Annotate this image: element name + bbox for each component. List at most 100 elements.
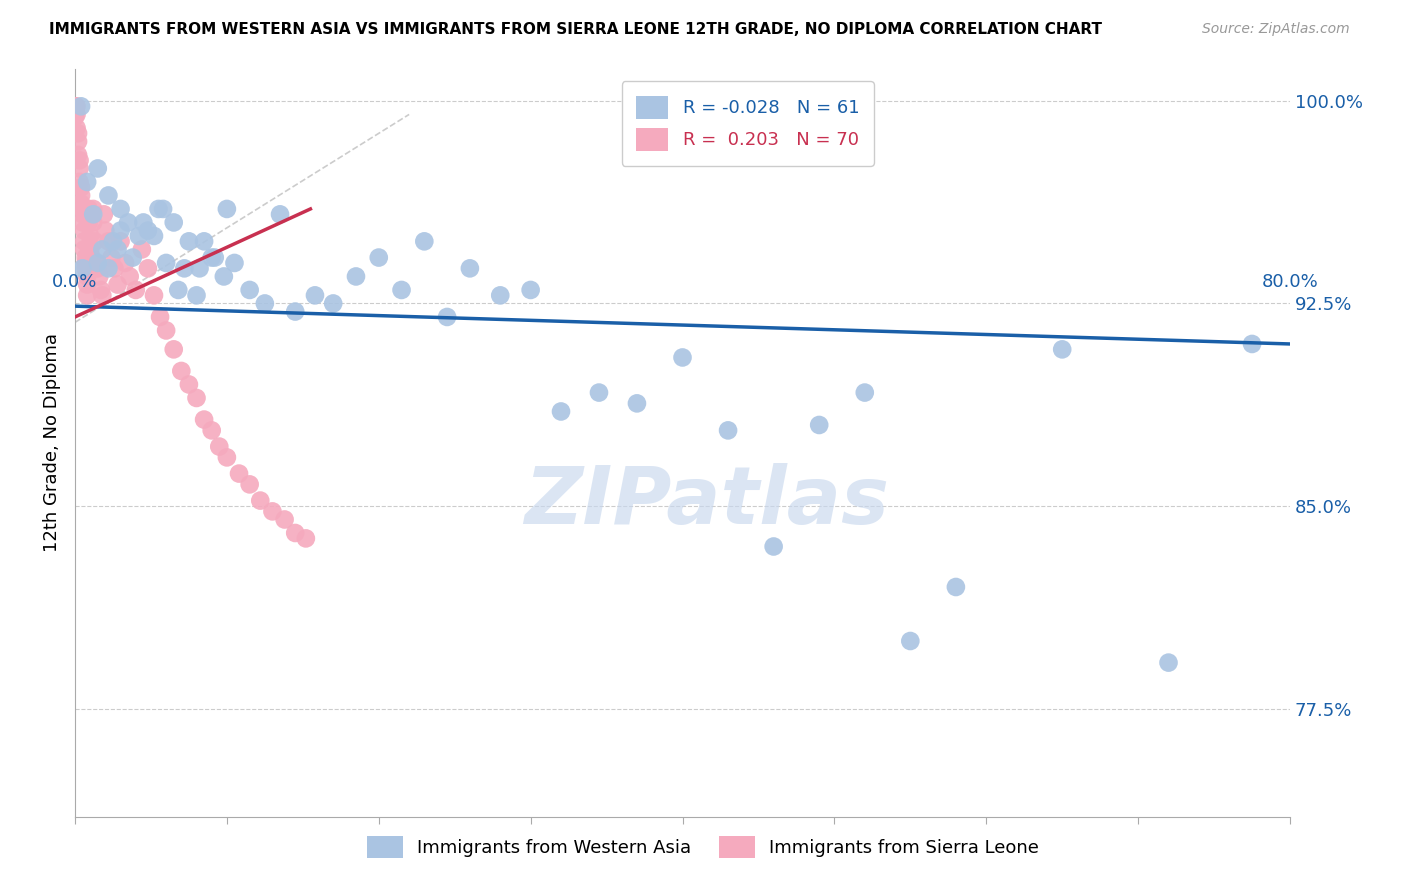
- Legend: R = -0.028   N = 61, R =  0.203   N = 70: R = -0.028 N = 61, R = 0.203 N = 70: [621, 81, 875, 166]
- Point: [75, 256, 97, 270]
- Point: [89, 269, 111, 284]
- Point: [391, 283, 413, 297]
- Point: [110, 223, 132, 237]
- Point: [77, 202, 100, 216]
- Point: [489, 288, 512, 302]
- Point: [73, 235, 96, 249]
- Point: [152, 202, 174, 216]
- Point: [253, 296, 276, 310]
- Point: [188, 261, 211, 276]
- Point: [204, 251, 226, 265]
- Point: [84, 256, 107, 270]
- Y-axis label: 12th Grade, No Diploma: 12th Grade, No Diploma: [44, 333, 60, 552]
- Point: [65, 99, 87, 113]
- Point: [201, 251, 224, 265]
- Point: [167, 283, 190, 297]
- Point: [249, 493, 271, 508]
- Point: [808, 417, 831, 432]
- Point: [67, 148, 90, 162]
- Point: [224, 256, 246, 270]
- Point: [67, 135, 90, 149]
- Point: [107, 243, 129, 257]
- Text: ZIPatlas: ZIPatlas: [524, 463, 890, 541]
- Point: [239, 477, 262, 491]
- Point: [136, 223, 159, 237]
- Point: [63, 99, 86, 113]
- Point: [110, 202, 132, 216]
- Point: [149, 310, 172, 324]
- Point: [80, 261, 103, 276]
- Point: [87, 161, 110, 176]
- Point: [87, 261, 110, 276]
- Point: [121, 251, 143, 265]
- Point: [67, 126, 90, 140]
- Point: [72, 261, 94, 276]
- Point: [186, 288, 208, 302]
- Point: [82, 207, 104, 221]
- Point: [304, 288, 326, 302]
- Point: [131, 243, 153, 257]
- Point: [173, 261, 195, 276]
- Point: [90, 283, 112, 297]
- Point: [65, 120, 87, 135]
- Point: [73, 223, 96, 237]
- Point: [132, 215, 155, 229]
- Point: [118, 269, 141, 284]
- Point: [212, 269, 235, 284]
- Point: [177, 235, 200, 249]
- Point: [458, 261, 481, 276]
- Point: [762, 540, 785, 554]
- Point: [70, 188, 93, 202]
- Point: [125, 283, 148, 297]
- Point: [128, 229, 150, 244]
- Point: [519, 283, 541, 297]
- Point: [107, 277, 129, 292]
- Point: [114, 256, 136, 270]
- Point: [853, 385, 876, 400]
- Point: [75, 261, 97, 276]
- Point: [72, 207, 94, 221]
- Point: [75, 251, 97, 265]
- Point: [436, 310, 458, 324]
- Point: [193, 235, 215, 249]
- Point: [284, 526, 307, 541]
- Point: [65, 107, 87, 121]
- Point: [163, 215, 186, 229]
- Point: [1241, 337, 1264, 351]
- Point: [273, 512, 295, 526]
- Point: [228, 467, 250, 481]
- Point: [76, 288, 98, 302]
- Text: 0.0%: 0.0%: [52, 273, 97, 291]
- Point: [208, 440, 231, 454]
- Point: [87, 256, 110, 270]
- Point: [170, 364, 193, 378]
- Point: [215, 202, 238, 216]
- Point: [344, 269, 367, 284]
- Point: [70, 180, 93, 194]
- Point: [110, 235, 132, 249]
- Point: [69, 175, 91, 189]
- Point: [70, 196, 93, 211]
- Point: [155, 323, 177, 337]
- Point: [76, 269, 98, 284]
- Point: [322, 296, 344, 310]
- Point: [717, 423, 740, 437]
- Point: [97, 235, 120, 249]
- Point: [1050, 343, 1073, 357]
- Point: [155, 256, 177, 270]
- Point: [63, 110, 86, 124]
- Point: [91, 243, 114, 257]
- Point: [103, 261, 125, 276]
- Point: [163, 343, 186, 357]
- Point: [101, 235, 124, 249]
- Point: [70, 99, 93, 113]
- Point: [100, 251, 122, 265]
- Point: [82, 202, 104, 216]
- Point: [295, 532, 318, 546]
- Point: [262, 504, 284, 518]
- Point: [93, 207, 115, 221]
- Point: [186, 391, 208, 405]
- Point: [143, 229, 166, 244]
- Point: [201, 423, 224, 437]
- Point: [82, 215, 104, 229]
